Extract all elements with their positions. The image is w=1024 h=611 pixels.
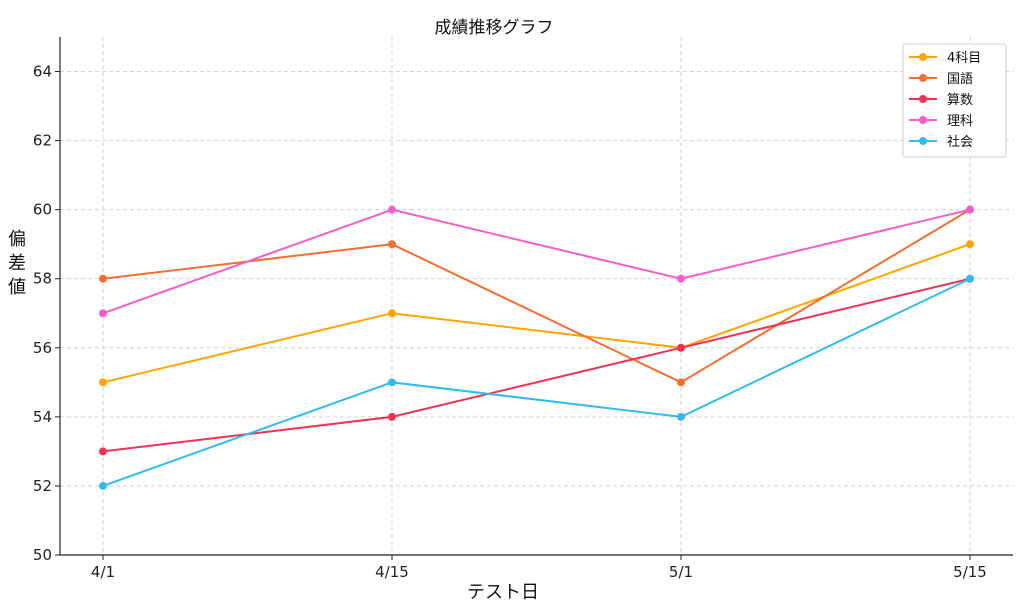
series-line — [102, 277, 971, 453]
data-point — [966, 240, 974, 249]
y-tick-label: 56 — [33, 339, 52, 357]
chart-title: 成績推移グラフ — [435, 18, 554, 38]
data-point — [388, 412, 396, 421]
series-2 — [99, 205, 974, 387]
legend-item: 理科 — [909, 114, 973, 129]
y-tick-label: 60 — [33, 201, 52, 219]
y-axis-title: 偏差値 — [8, 229, 26, 298]
axes: 50 52 54 56 58 60 62 64 4/1 4/15 5/1 5/15 — [33, 37, 1013, 581]
x-tick-label: 4/15 — [375, 563, 409, 581]
x-tick-label: 5/15 — [953, 563, 987, 581]
y-tick-label: 52 — [33, 477, 52, 495]
legend-swatch-marker — [919, 116, 927, 124]
data-point — [99, 447, 107, 456]
legend-box — [902, 43, 1007, 158]
data-point — [388, 309, 396, 318]
series-lines — [99, 205, 974, 490]
data-point — [677, 274, 685, 283]
legend-label: 算数 — [947, 93, 973, 108]
y-tick-label: 58 — [33, 270, 52, 288]
x-tick-label: 4/1 — [91, 563, 115, 581]
series-line — [102, 208, 971, 384]
data-point — [966, 205, 974, 214]
legend-swatch-marker — [919, 95, 927, 103]
data-point — [99, 274, 107, 283]
y-tick-label: 50 — [33, 546, 52, 564]
legend-label: 社会 — [947, 134, 973, 150]
legend-label: 理科 — [947, 114, 973, 129]
y-tick-label: 62 — [33, 132, 52, 150]
series-3 — [99, 274, 974, 456]
series-line — [102, 277, 971, 487]
data-point — [966, 274, 974, 283]
data-point — [99, 309, 107, 318]
legend-swatch-marker — [919, 137, 927, 145]
legend-swatch-marker — [919, 53, 927, 61]
legend-label: 4科目 — [947, 51, 981, 66]
y-tick-label: 64 — [33, 63, 52, 81]
legend-item: 国語 — [909, 71, 973, 87]
legend-label: 国語 — [947, 71, 973, 87]
data-point — [677, 343, 685, 352]
legend-item: 算数 — [909, 93, 973, 108]
data-point — [677, 412, 685, 421]
data-point — [388, 205, 396, 214]
data-point — [388, 240, 396, 249]
series-5 — [99, 274, 974, 490]
x-axis-title: テスト日 — [467, 582, 539, 603]
y-axis-title-char: 偏 — [8, 229, 26, 250]
y-axis-title-char: 差 — [8, 253, 26, 274]
y-axis-title-char: 値 — [8, 277, 26, 298]
data-point — [388, 378, 396, 387]
data-point — [677, 378, 685, 387]
legend-item: 4科目 — [909, 51, 981, 66]
series-line — [102, 208, 971, 315]
data-point — [99, 378, 107, 387]
x-tick-label: 5/1 — [669, 563, 693, 581]
legend-item: 社会 — [909, 134, 973, 150]
series-4 — [99, 205, 974, 318]
legend-swatch-marker — [919, 74, 927, 82]
data-point — [99, 481, 107, 490]
y-tick-label: 54 — [33, 408, 52, 426]
grid — [60, 37, 1013, 555]
